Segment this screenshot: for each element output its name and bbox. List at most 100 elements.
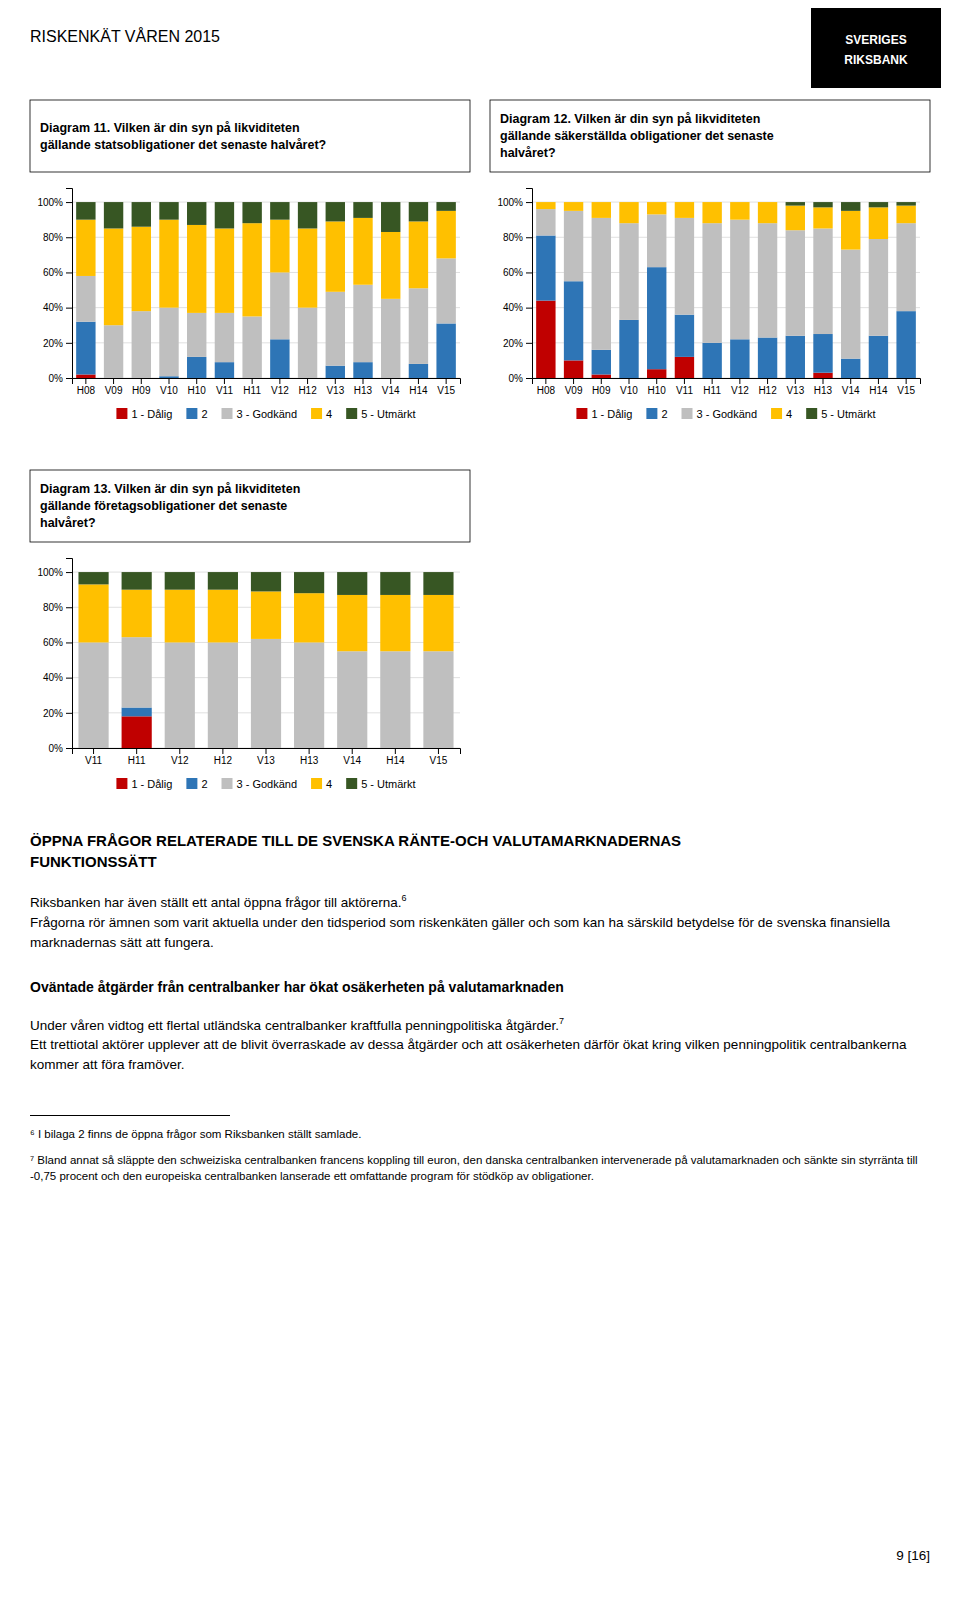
y-tick-label: 20% [43, 708, 63, 719]
bar-segment [564, 211, 583, 281]
x-tick: H14 [869, 378, 888, 396]
x-tick-label: V14 [343, 755, 361, 766]
grid-line [72, 237, 460, 238]
x-axis: H08V09H09V10H10V11H11V12H12V13H13V14H14V… [73, 378, 461, 396]
bar-segment [380, 651, 410, 748]
bar-segment [786, 230, 805, 336]
bar-segment [619, 223, 638, 320]
x-tick-label: V13 [786, 385, 804, 396]
bar-segment [423, 572, 453, 595]
y-tick: 0% [49, 373, 72, 384]
x-tick-mark [279, 378, 280, 384]
bar-segment [730, 339, 749, 378]
footnote-ref: 6 [401, 893, 406, 903]
bar-segment [702, 343, 721, 378]
x-tick-mark [823, 378, 824, 384]
y-axis: 0%20%40%60%80%100% [497, 189, 532, 384]
x-tick-label: H13 [354, 385, 373, 396]
x-tick-label: H11 [243, 385, 261, 396]
x-tick: V10 [620, 378, 638, 396]
x-tick: H10 [648, 378, 667, 396]
x-tick-mark [712, 378, 713, 384]
subheading: Oväntade åtgärder från centralbanker har… [30, 979, 930, 995]
y-tick-mark [66, 272, 72, 273]
grid-line [532, 272, 920, 273]
y-tick-mark [66, 308, 72, 309]
y-tick: 100% [497, 197, 532, 208]
legend-item: 3 - Godkänd [222, 778, 298, 790]
y-tick-label: 0% [49, 373, 64, 384]
legend-label: 1 - Dålig [591, 408, 632, 420]
legend-label: 2 [201, 778, 207, 790]
bar-segment [841, 359, 860, 378]
bar-segment [869, 202, 888, 207]
x-tick: V12 [171, 748, 189, 766]
bar-segment [841, 202, 860, 211]
bar-segment [242, 223, 261, 316]
x-tick: V13 [326, 378, 344, 396]
bar-segment [841, 211, 860, 250]
bar-segment [675, 357, 694, 378]
bar-segment [536, 236, 555, 301]
x-axis: V11H11V12H12V13H13V14H14V15 [73, 748, 461, 766]
x-tick: H12 [298, 378, 317, 396]
x-tick-label: V14 [382, 385, 400, 396]
bar-segment [619, 320, 638, 378]
x-tick: H08 [537, 378, 556, 396]
x-tick-mark [252, 378, 253, 384]
bar-segment [298, 308, 317, 378]
legend-item: 2 [646, 408, 667, 420]
x-tick-mark [418, 378, 419, 384]
bar-segment [675, 202, 694, 218]
legend-item: 4 [311, 408, 332, 420]
x-tick: V15 [897, 378, 915, 396]
legend-item: 2 [186, 778, 207, 790]
legend-label: 5 - Utmärkt [361, 778, 415, 790]
paragraph-text: Frågorna rör ämnen som varit aktuella un… [30, 915, 890, 950]
x-axis-line [73, 749, 461, 755]
x-tick-label: H13 [300, 755, 319, 766]
x-tick-mark [363, 378, 364, 384]
x-tick-mark [85, 378, 86, 384]
x-tick-label: H09 [132, 385, 151, 396]
legend-item: 1 - Dålig [576, 408, 632, 420]
bar-segment [294, 642, 324, 748]
y-tick: 40% [503, 302, 532, 313]
x-axis-line [533, 379, 921, 385]
y-tick: 60% [503, 267, 532, 278]
bar-segment [813, 207, 832, 228]
bar-segment [187, 202, 206, 225]
bar-segment [353, 362, 372, 378]
x-tick-mark [878, 378, 879, 384]
x-tick-label: H08 [537, 385, 556, 396]
bar-series [786, 202, 916, 211]
grid-line [532, 342, 920, 343]
bar-segment [869, 336, 888, 378]
legend-item: 4 [311, 778, 332, 790]
plot: H08V09H09V10H10V11H11V12H12V13H13V14H14V… [497, 189, 920, 397]
bar-segment [294, 593, 324, 642]
legend-swatch [771, 408, 782, 419]
x-tick-label: V10 [160, 385, 178, 396]
bar-segment [436, 258, 455, 323]
chart-panel: Diagram 12. Vilken är din syn på likvidi… [490, 100, 930, 420]
y-tick-label: 80% [503, 232, 523, 243]
y-tick-label: 40% [43, 302, 63, 313]
x-tick-mark [545, 378, 546, 384]
x-tick-mark [335, 378, 336, 384]
x-tick-mark [795, 378, 796, 384]
paragraph: Under våren vidtog ett flertal utländska… [30, 1011, 930, 1076]
legend-swatch [116, 778, 127, 789]
bar-segment [619, 202, 638, 203]
y-tick-mark [526, 308, 532, 309]
x-tick-mark [395, 748, 396, 754]
bar-segment [381, 299, 400, 378]
y-tick-label: 40% [503, 302, 523, 313]
bar-segment [215, 362, 234, 378]
bar-segment [298, 228, 317, 307]
bar-segment [675, 218, 694, 315]
bar-segment [353, 202, 372, 218]
bar-segment [896, 202, 915, 206]
y-tick-label: 80% [43, 602, 63, 613]
x-tick-mark [850, 378, 851, 384]
